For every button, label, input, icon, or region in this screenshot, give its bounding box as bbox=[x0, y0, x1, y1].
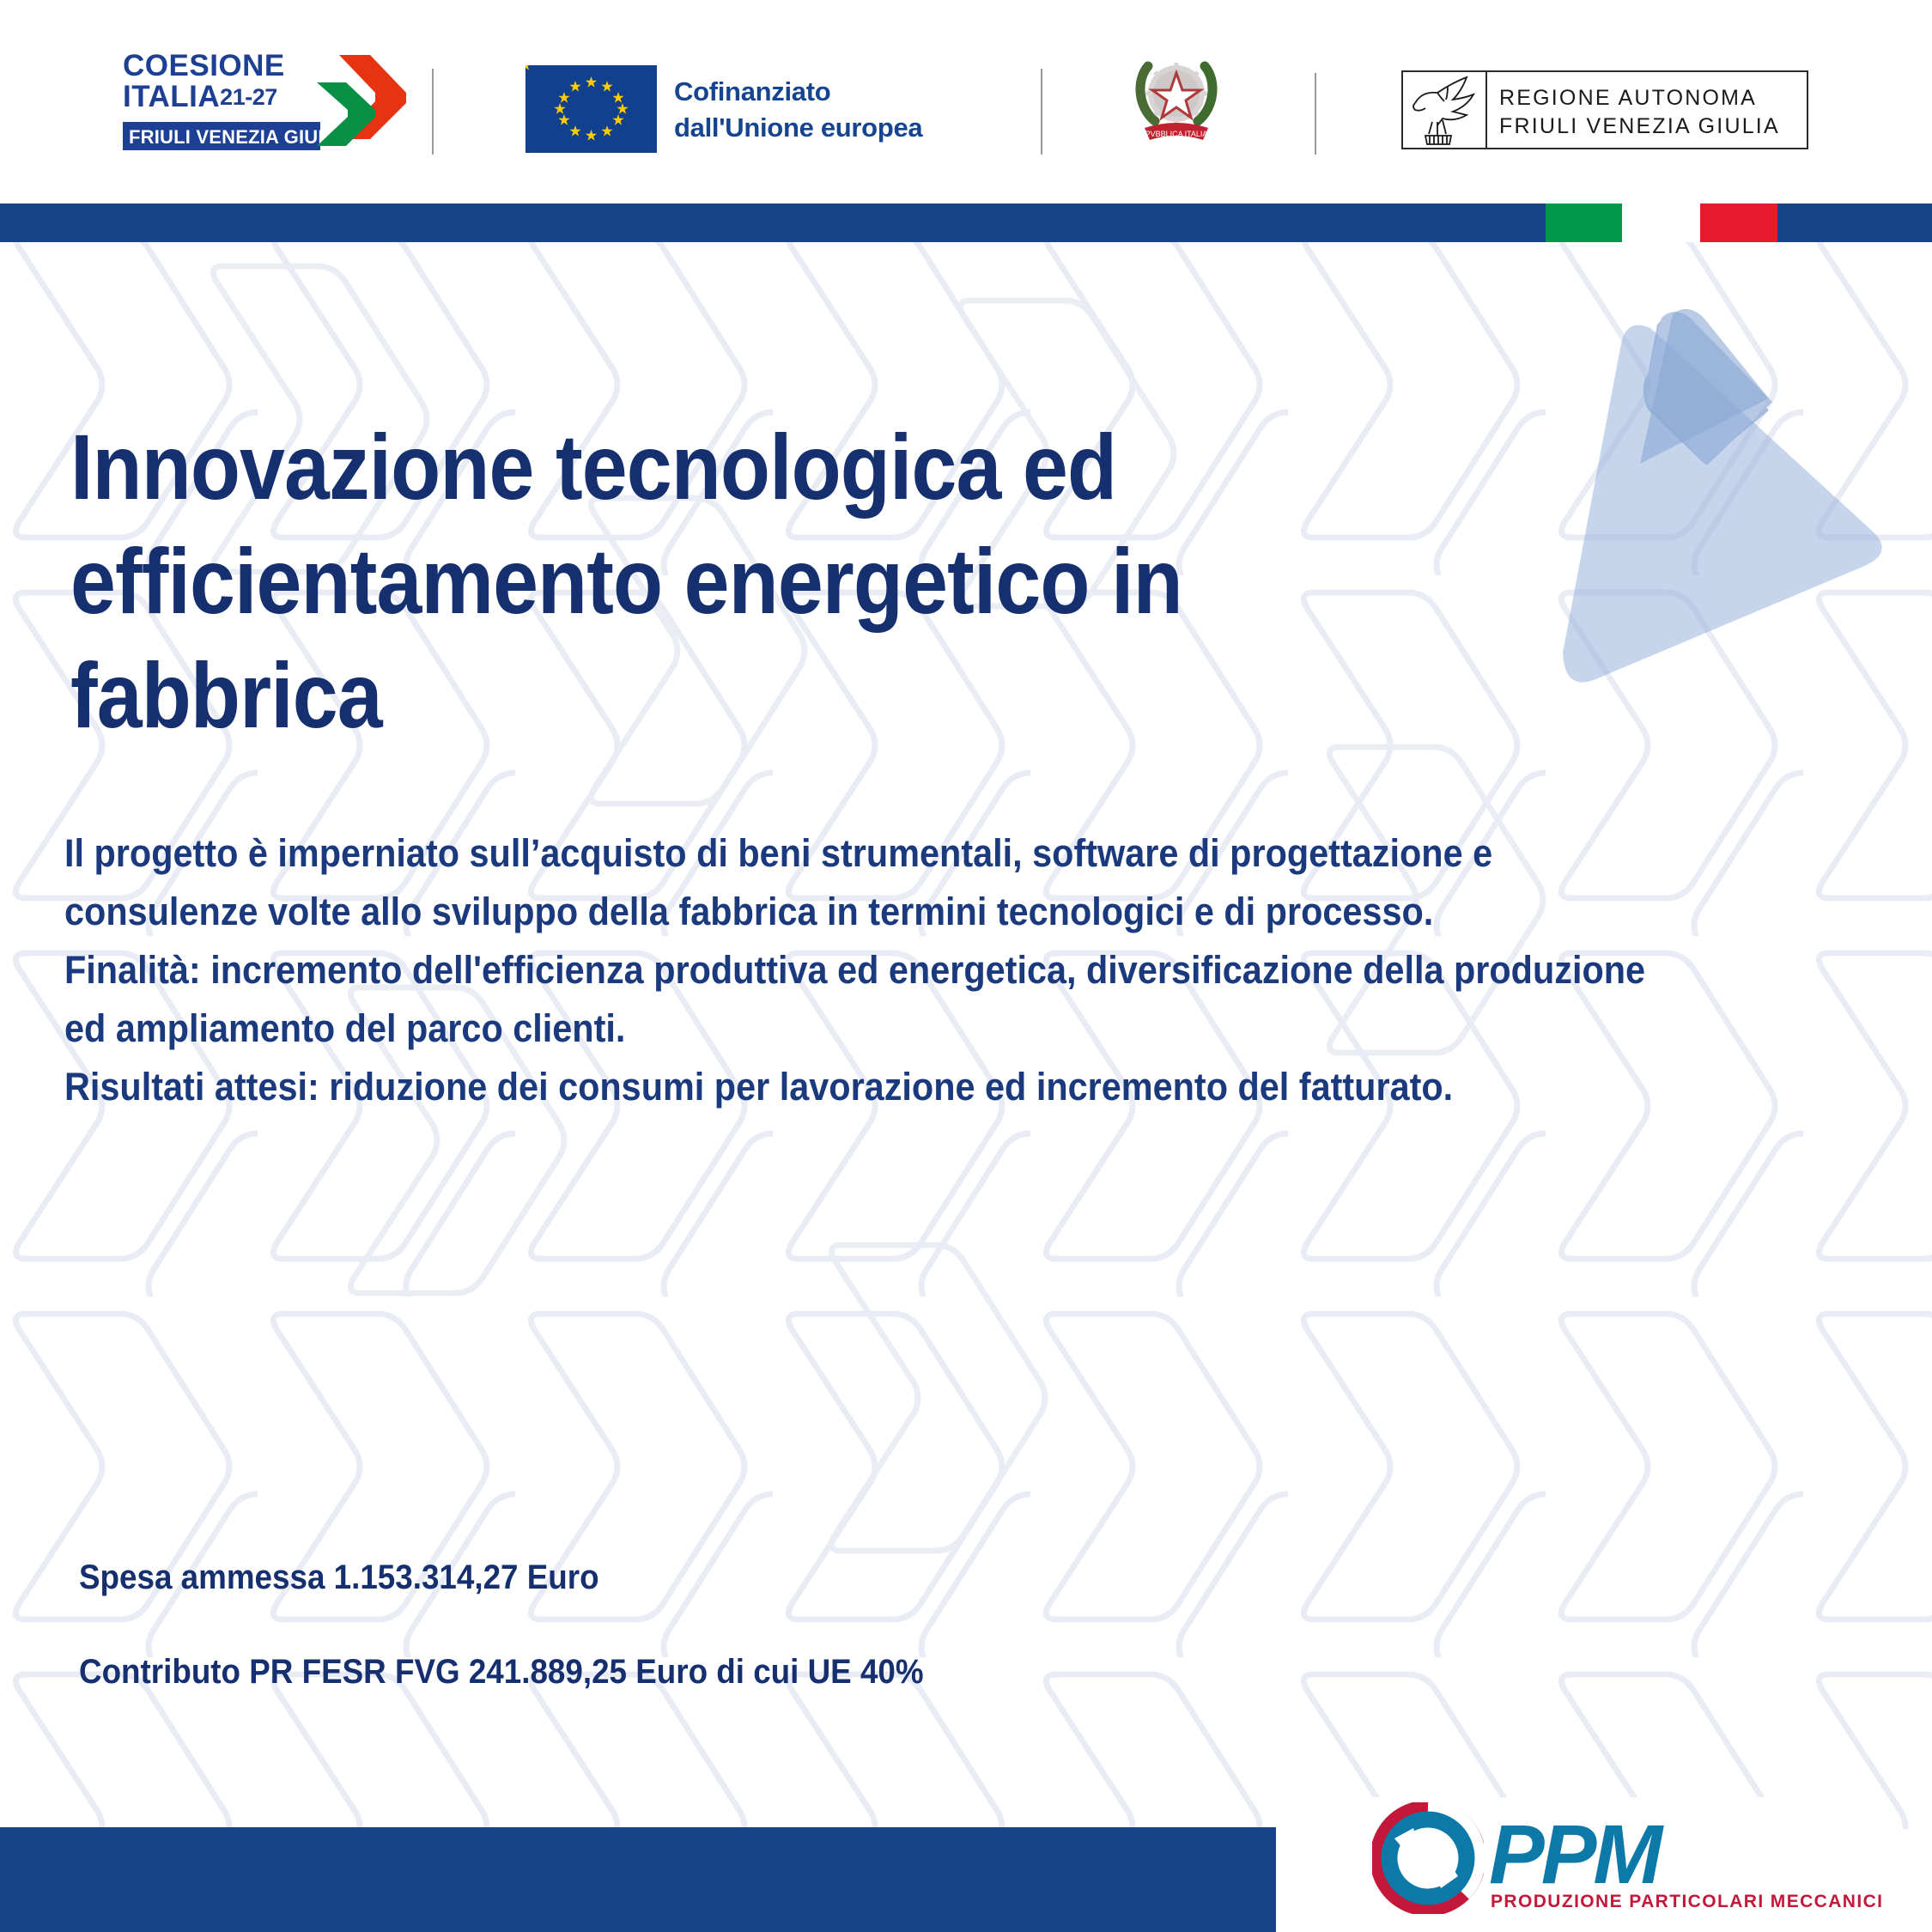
italian-republic-emblem-icon: REPVBBLICA ITALIANA bbox=[1129, 47, 1224, 150]
description-paragraph-2: Finalità: incremento dell'efficienza pro… bbox=[64, 948, 1646, 1050]
eu-caption-line1: Cofinanziato bbox=[674, 76, 831, 106]
page-header: COESIONE ITALIA21-27 FRIULI VENEZIA GIUL… bbox=[0, 0, 1932, 193]
coesione-region-label: FRIULI VENEZIA GIULIA bbox=[129, 126, 349, 148]
eu-cofinancing-caption: Cofinanziato dall'Unione europea bbox=[674, 74, 923, 146]
ppm-wordmark: PPM bbox=[1489, 1807, 1662, 1901]
coesione-logo-line1: COESIONE bbox=[123, 49, 285, 82]
header-divider-3 bbox=[1315, 73, 1316, 155]
eu-flag-icon bbox=[519, 59, 657, 153]
regione-autonoma-fvg-logo: REGIONE AUTONOMA FRIULI VENEZIA GIULIA bbox=[1401, 70, 1808, 149]
republic-ribbon-text: REPVBBLICA ITALIANA bbox=[1134, 130, 1218, 138]
coesione-logo-years: 21-27 bbox=[220, 84, 277, 110]
coesione-region-band: FRIULI VENEZIA GIULIA bbox=[123, 122, 349, 150]
coesione-arrow-icon bbox=[303, 53, 408, 153]
eu-caption-line2: dall'Unione europea bbox=[674, 112, 923, 143]
contributo-line: Contributo PR FESR FVG 241.889,25 Euro d… bbox=[79, 1653, 924, 1691]
ppm-circular-q-icon bbox=[1370, 1799, 1486, 1917]
regione-text-line2: FRIULI VENEZIA GIULIA bbox=[1499, 114, 1780, 138]
header-divider-1 bbox=[432, 69, 434, 155]
regione-autonoma-text: REGIONE AUTONOMA FRIULI VENEZIA GIULIA bbox=[1499, 84, 1780, 141]
eagle-icon bbox=[1403, 72, 1487, 148]
page-title: Innovazione tecnologica ed efficientamen… bbox=[70, 415, 1183, 748]
coesione-italia-logo: COESIONE ITALIA21-27 FRIULI VENEZIA GIUL… bbox=[123, 49, 406, 150]
spesa-ammessa-line: Spesa ammessa 1.153.314,27 Euro bbox=[79, 1558, 599, 1596]
coesione-logo-italia: ITALIA bbox=[123, 80, 221, 113]
coesione-logo-line2: ITALIA21-27 bbox=[123, 81, 277, 115]
ppm-tagline: PRODUZIONE PARTICOLARI MECCANICI bbox=[1491, 1892, 1884, 1911]
description-paragraph-3: Risultati attesi: riduzione dei consumi … bbox=[64, 1065, 1454, 1109]
description-paragraph-1: Il progetto è imperniato sull’acquisto d… bbox=[64, 831, 1493, 933]
italian-flag-white-stripe bbox=[1622, 204, 1700, 242]
italian-flag-green-stripe bbox=[1546, 204, 1622, 242]
italian-flag-red-stripe bbox=[1700, 204, 1777, 242]
ppm-company-logo: PPM PRODUZIONE PARTICOLARI MECCANICI bbox=[1362, 1797, 1882, 1917]
header-divider-2 bbox=[1041, 69, 1042, 155]
regione-text-line1: REGIONE AUTONOMA bbox=[1499, 86, 1758, 110]
bottom-blue-bar bbox=[0, 1827, 1276, 1932]
project-description: Il progetto è imperniato sull’acquisto d… bbox=[64, 824, 1692, 1116]
